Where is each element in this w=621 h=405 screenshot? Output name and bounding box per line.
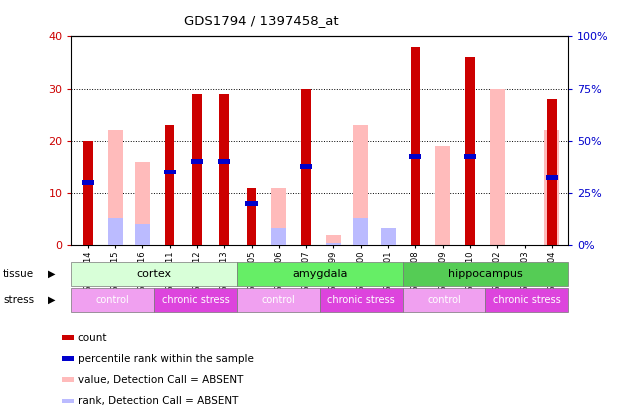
Bar — [381, 228, 396, 245]
Text: control: control — [96, 295, 130, 305]
Text: GDS1794 / 1397458_at: GDS1794 / 1397458_at — [184, 14, 338, 27]
Text: rank, Detection Call = ABSENT: rank, Detection Call = ABSENT — [78, 396, 238, 405]
Text: control: control — [427, 295, 461, 305]
Bar — [301, 89, 311, 245]
Bar — [81, 180, 94, 185]
Bar — [107, 218, 122, 245]
Bar — [435, 146, 450, 245]
Bar — [218, 159, 230, 164]
Bar — [154, 288, 237, 312]
Text: control: control — [261, 295, 296, 305]
Bar — [83, 141, 93, 245]
Bar — [490, 89, 505, 245]
Text: chronic stress: chronic stress — [161, 295, 230, 305]
Bar — [326, 243, 341, 245]
Bar — [163, 170, 176, 175]
Bar — [219, 94, 229, 245]
Bar — [353, 218, 368, 245]
Bar — [71, 262, 237, 286]
Text: ▶: ▶ — [48, 295, 55, 305]
Bar — [409, 154, 422, 159]
Bar — [464, 154, 476, 159]
Bar — [465, 58, 474, 245]
Bar — [546, 175, 558, 179]
Text: ▶: ▶ — [48, 269, 55, 279]
Bar — [410, 47, 420, 245]
Text: tissue: tissue — [3, 269, 34, 279]
Bar — [247, 188, 256, 245]
Bar — [135, 224, 150, 245]
Bar — [547, 99, 556, 245]
Bar — [107, 130, 122, 245]
Text: value, Detection Call = ABSENT: value, Detection Call = ABSENT — [78, 375, 243, 385]
Bar — [245, 201, 258, 206]
Text: hippocampus: hippocampus — [448, 269, 523, 279]
Bar — [71, 288, 154, 312]
Bar — [165, 125, 175, 245]
Bar — [402, 288, 486, 312]
Bar — [486, 288, 568, 312]
Text: count: count — [78, 333, 107, 343]
Bar — [193, 94, 202, 245]
Bar — [237, 262, 402, 286]
Text: stress: stress — [3, 295, 34, 305]
Bar — [135, 162, 150, 245]
Text: chronic stress: chronic stress — [493, 295, 561, 305]
Text: percentile rank within the sample: percentile rank within the sample — [78, 354, 253, 364]
Bar — [545, 130, 560, 245]
Bar — [271, 188, 286, 245]
Bar — [237, 288, 320, 312]
Text: amygdala: amygdala — [292, 269, 348, 279]
Bar — [402, 262, 568, 286]
Bar — [320, 288, 402, 312]
Bar — [191, 159, 203, 164]
Text: chronic stress: chronic stress — [327, 295, 395, 305]
Bar — [300, 164, 312, 169]
Bar — [353, 125, 368, 245]
Bar — [271, 228, 286, 245]
Text: cortex: cortex — [137, 269, 172, 279]
Bar — [326, 234, 341, 245]
